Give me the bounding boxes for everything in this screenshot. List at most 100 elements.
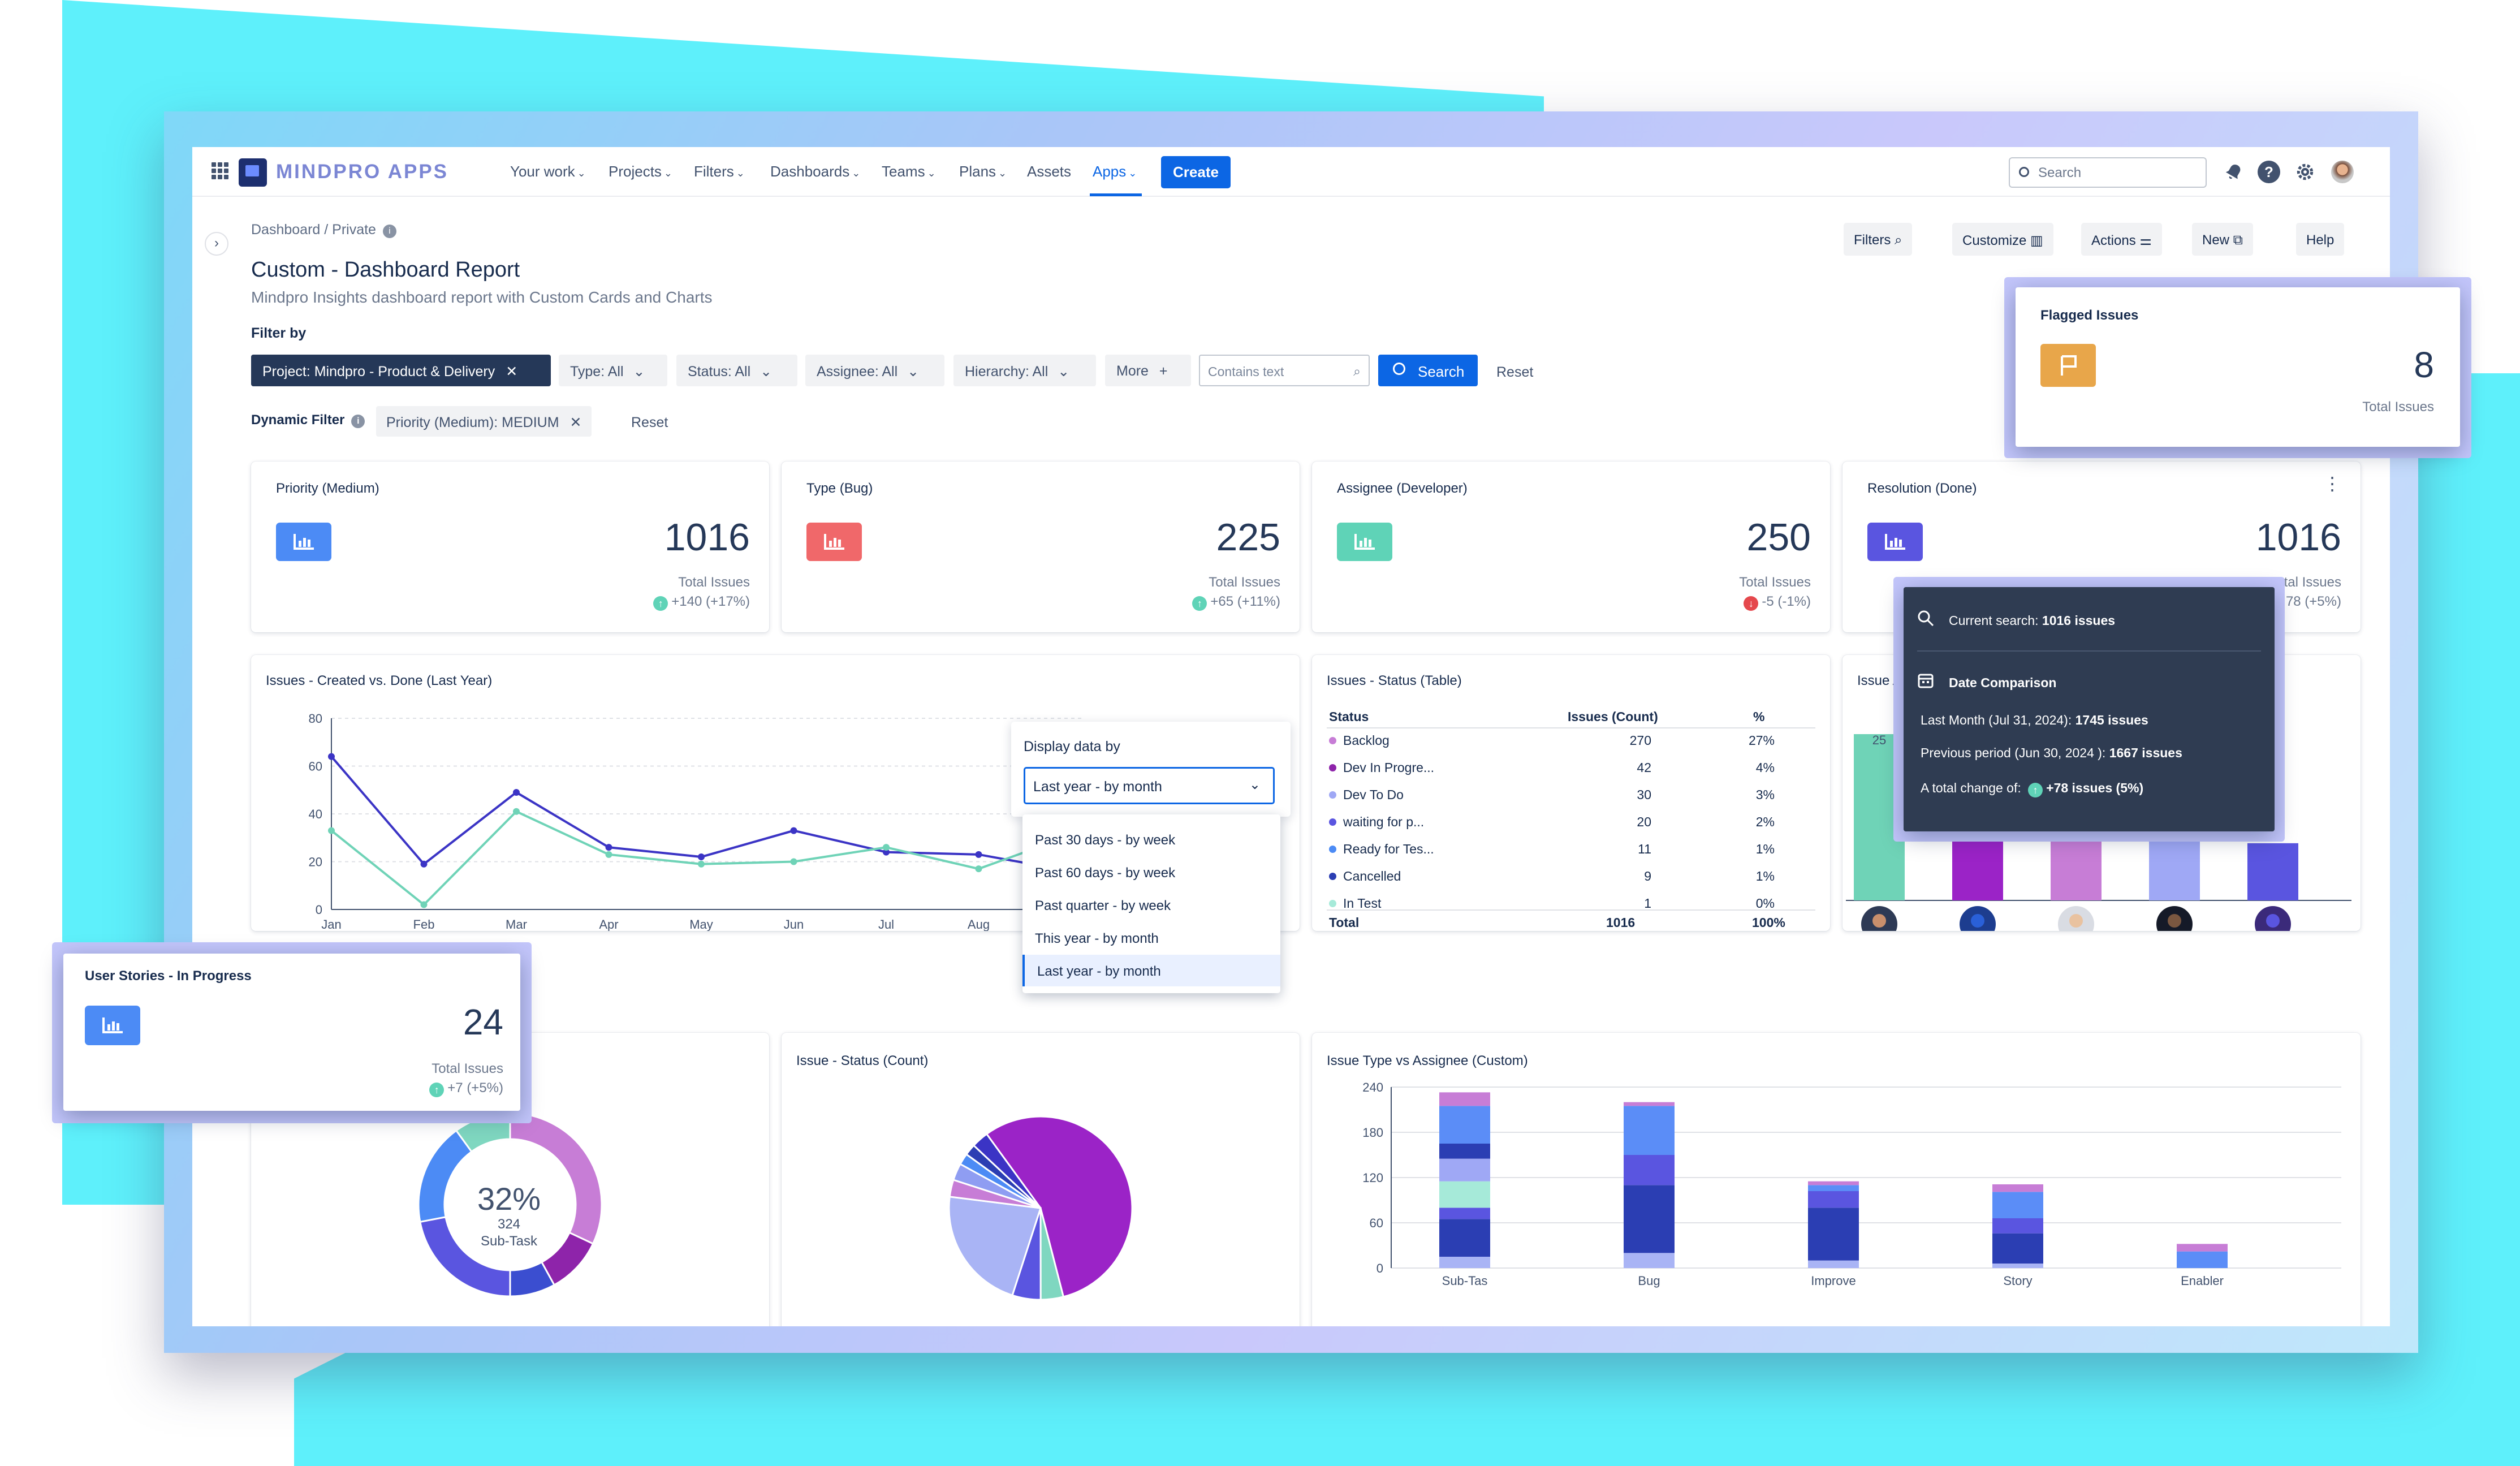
more-filter[interactable]: More +	[1105, 355, 1191, 386]
y-tick-label: 60	[309, 760, 322, 774]
help-icon[interactable]: ?	[2258, 161, 2280, 183]
menu-item[interactable]: This year - by month	[1035, 931, 1159, 946]
card-value: 24	[463, 1002, 503, 1042]
y-tick-label: 0	[1376, 1261, 1383, 1275]
dynamic-reset-link[interactable]: Reset	[631, 415, 668, 430]
project-filter-chip[interactable]: Project: Mindpro - Product & Delivery ✕	[251, 355, 551, 386]
stacked-segment	[1992, 1184, 2043, 1192]
close-icon[interactable]: ✕	[506, 364, 518, 380]
display-by-select[interactable]: Last year - by month ⌄	[1024, 767, 1275, 804]
chevron-down-icon: ⌄	[852, 167, 861, 179]
help-button[interactable]: Help	[2296, 223, 2345, 256]
nav-apps[interactable]: Apps ⌄	[1093, 163, 1137, 180]
x-tick-label: Jun	[784, 917, 804, 931]
close-icon[interactable]: ✕	[569, 415, 582, 430]
settings-icon[interactable]	[2294, 161, 2316, 183]
dynamic-filter-chip[interactable]: Priority (Medium): MEDIUM ✕	[376, 406, 592, 437]
total-change-text: A total change of: ↑ +78 issues (5%)	[1921, 781, 2143, 797]
assignee-filter[interactable]: Assignee: All ⌄	[805, 355, 944, 386]
search-icon: ⌕	[1353, 364, 1361, 378]
card-change: 78 (+5%)	[2285, 594, 2341, 609]
stacked-segment	[1808, 1208, 1859, 1261]
search-icon	[2019, 167, 2029, 177]
x-tick-label: Aug	[968, 917, 990, 931]
nav-teams[interactable]: Teams ⌄	[882, 163, 936, 180]
active-tab-indicator	[1090, 193, 1142, 196]
table-row: Backlog	[1329, 733, 1390, 748]
menu-item[interactable]: Past 60 days - by week	[1035, 865, 1176, 881]
brand-name[interactable]: MINDPRO APPS	[276, 161, 449, 183]
menu-item[interactable]: Past quarter - by week	[1035, 898, 1171, 913]
avatar-face	[2069, 914, 2083, 928]
table-cell-count: 11	[1638, 842, 1651, 856]
bar-chart-icon	[276, 523, 331, 561]
customize-button[interactable]: Customize ▥	[1952, 223, 2053, 256]
data-point	[420, 901, 428, 908]
page-subtitle: Mindpro Insights dashboard report with C…	[251, 288, 713, 306]
date-comparison-tooltip: Current search: 1016 issues Date Compari…	[1904, 587, 2275, 831]
menu-item[interactable]: Last year - by month	[1022, 955, 1280, 986]
chevron-down-icon: ⌄	[927, 167, 936, 179]
x-tick-label: Apr	[599, 917, 618, 931]
data-point	[883, 848, 890, 856]
x-tick-label: Mar	[506, 917, 527, 931]
table-header-pct: %	[1753, 709, 1765, 724]
global-search-input[interactable]: Search	[2009, 157, 2207, 188]
pie-slice	[509, 1112, 603, 1245]
menu-item[interactable]: Past 30 days - by week	[1035, 833, 1176, 848]
new-button[interactable]: New ⧉	[2192, 223, 2253, 256]
contains-text-input[interactable]: Contains text ⌕	[1199, 355, 1370, 386]
chart-title: Issue Type vs Assignee (Custom)	[1327, 1053, 1528, 1068]
data-point	[605, 851, 612, 858]
nav-plans[interactable]: Plans ⌄	[959, 163, 1007, 180]
card-change: ↑ +7 (+5%)	[429, 1080, 503, 1097]
filter-by-label: Filter by	[251, 325, 307, 341]
nav-your-work[interactable]: Your work ⌄	[510, 163, 586, 180]
more-options-icon[interactable]: ⋮	[2323, 473, 2341, 494]
data-point	[513, 788, 520, 796]
chevron-down-icon: ⌄	[736, 167, 745, 179]
y-tick-label: 0	[316, 903, 322, 917]
bar	[2247, 843, 2298, 900]
stacked-segment	[1992, 1233, 2043, 1264]
nav-filters[interactable]: Filters ⌄	[694, 163, 745, 180]
stacked-segment	[1624, 1185, 1675, 1253]
data-point	[605, 844, 612, 851]
type-filter[interactable]: Type: All ⌄	[559, 355, 667, 386]
stacked-segment	[1439, 1106, 1490, 1144]
actions-button[interactable]: Actions ⚌	[2081, 223, 2162, 256]
avatar[interactable]	[2331, 161, 2354, 183]
info-icon[interactable]: i	[382, 225, 396, 238]
search-button[interactable]: Search	[1378, 355, 1478, 386]
notifications-icon[interactable]	[2224, 162, 2244, 182]
data-point	[790, 858, 797, 865]
arrow-down-icon: ↓	[1744, 596, 1759, 611]
nav-projects[interactable]: Projects ⌄	[609, 163, 673, 180]
y-tick-label: 180	[1362, 1126, 1383, 1140]
status-filter[interactable]: Status: All ⌄	[676, 355, 797, 386]
kpi-card-assignee[interactable]: Assignee (Developer) 250 Total Issues ↓ -…	[1312, 462, 1830, 632]
flagged-issues-card[interactable]: Flagged Issues 8 Total Issues	[2016, 287, 2460, 447]
last-month-text: Last Month (Jul 31, 2024): 1745 issues	[1921, 713, 2148, 727]
reset-link[interactable]: Reset	[1496, 364, 1534, 380]
nav-assets[interactable]: Assets	[1027, 163, 1072, 180]
kpi-card-type[interactable]: Type (Bug) 225 Total Issues ↑ +65 (+11%)	[782, 462, 1300, 632]
bar-chart-icon	[85, 1006, 140, 1045]
filters-button[interactable]: Filters ⌕	[1844, 223, 1913, 256]
hierarchy-filter[interactable]: Hierarchy: All ⌄	[953, 355, 1096, 386]
sidebar-toggle-button[interactable]: ›	[205, 232, 228, 256]
nav-dashboards[interactable]: Dashboards ⌄	[770, 163, 861, 180]
create-button[interactable]: Create	[1161, 156, 1231, 188]
kpi-card-priority[interactable]: Priority (Medium) 1016 Total Issues ↑ +14…	[251, 462, 769, 632]
status-dot	[1329, 764, 1336, 771]
bar-chart-icon	[806, 523, 862, 561]
previous-period-text: Previous period (Jun 30, 2024 ): 1667 is…	[1921, 745, 2182, 760]
stacked-segment	[1808, 1260, 1859, 1268]
stacked-bar-chart: 0 60 120 180 240 Sub-Tas Bug Improve Story Enable…	[1362, 1080, 2341, 1288]
user-stories-card[interactable]: User Stories - In Progress 24 Total Issu…	[63, 954, 520, 1111]
search-icon	[1393, 363, 1405, 375]
current-search-text: Current search: 1016 issues	[1949, 613, 2116, 628]
app-switcher-icon[interactable]	[212, 162, 228, 179]
info-icon[interactable]: i	[351, 415, 365, 428]
breadcrumb[interactable]: Dashboard / Private i	[251, 222, 396, 238]
